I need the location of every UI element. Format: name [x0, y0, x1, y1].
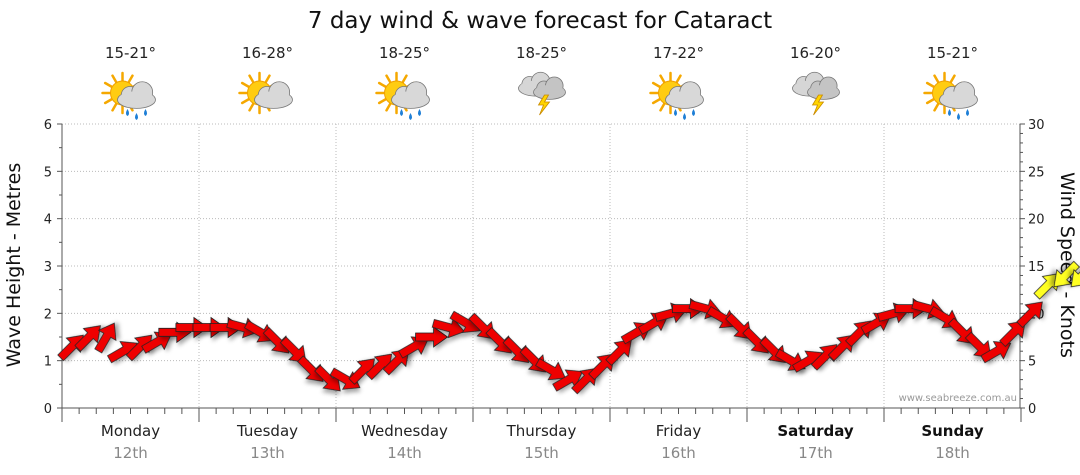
temperature-range: 15-21° [105, 44, 156, 62]
wind-arrows [57, 260, 1080, 395]
day-date: 18th [935, 444, 969, 462]
wind-arrow [999, 320, 1026, 348]
sun-cloud-rain-icon [375, 71, 430, 120]
storm-icon [792, 71, 840, 116]
lightning-icon [811, 94, 825, 116]
wind-arrow [1053, 260, 1080, 288]
wind-arrow [262, 326, 290, 354]
cloud-icon [665, 81, 704, 109]
left-axis-label: Wave Height - Metres [3, 163, 25, 367]
temperature-range: 16-20° [790, 44, 841, 62]
right-axis-label: Wind Speed - Knots [1056, 172, 1078, 358]
wind-arrow [485, 326, 512, 354]
lightning-icon [537, 94, 551, 116]
right-tick-label: 5 [1028, 355, 1036, 370]
temperature-range: 18-25° [516, 44, 567, 62]
weather-row: 15-21° 16-28° 18-25° 18-25° 17-22° 16-20° 15-2… [101, 44, 978, 120]
sun-cloud-rain-icon [101, 71, 156, 120]
wind-arrow [74, 325, 101, 352]
right-tick-label: 20 [1028, 213, 1045, 228]
day-name: Sunday [921, 422, 984, 440]
day-date: 13th [250, 444, 284, 462]
wind-arrow [535, 358, 566, 381]
wind-arrow [980, 341, 1012, 364]
left-tick-label: 4 [44, 213, 52, 228]
wind-arrow [279, 336, 307, 364]
day-name: Wednesday [361, 422, 448, 440]
left-tick-label: 2 [44, 307, 52, 322]
rain-icon [674, 109, 695, 120]
credit-text: www.seabreeze.com.au [899, 393, 1017, 404]
temperature-range: 16-28° [242, 44, 293, 62]
right-tick-label: 30 [1028, 118, 1045, 133]
temperature-range: 15-21° [927, 44, 978, 62]
wind-arrow [192, 316, 226, 339]
left-tick-label: 6 [44, 118, 52, 133]
temperature-range: 17-22° [653, 44, 704, 62]
day-date: 16th [661, 444, 695, 462]
left-axis: 0 1 2 3 4 5 6 [44, 118, 62, 417]
rain-icon [126, 109, 147, 120]
cloud-icon [254, 81, 293, 109]
cloud-icon [807, 76, 840, 100]
right-tick-label: 15 [1028, 260, 1045, 275]
right-tick-label: 0 [1028, 402, 1036, 417]
day-labels: Monday 12th Tuesday 13th Wednesday 14th Thursd… [101, 422, 984, 462]
day-name: Monday [101, 422, 160, 440]
wind-arrow [141, 331, 173, 354]
right-tick-label: 25 [1028, 165, 1045, 180]
left-tick-label: 1 [44, 355, 52, 370]
rain-icon [948, 109, 969, 120]
right-axis: 051015202530 [1020, 118, 1045, 417]
wind-arrow [742, 326, 769, 354]
day-date: 12th [113, 444, 147, 462]
rain-icon [400, 109, 421, 120]
wind-arrow [415, 326, 449, 348]
sun-cloud-icon [238, 71, 293, 115]
day-name: Saturday [777, 422, 854, 440]
cloud-icon [939, 81, 978, 109]
wind-arrow [94, 322, 117, 354]
left-tick-label: 3 [44, 260, 52, 275]
wind-arrow [398, 336, 429, 359]
cloud-icon [391, 81, 430, 109]
plot-frame [61, 124, 1022, 422]
wind-arrow [1016, 301, 1043, 329]
day-name: Tuesday [236, 422, 298, 440]
day-date: 14th [387, 444, 421, 462]
sun-cloud-rain-icon [649, 71, 704, 120]
wind-arrow [431, 317, 465, 339]
cloud-icon [117, 81, 156, 109]
wind-arrow [175, 316, 209, 339]
day-name: Friday [656, 422, 702, 440]
cloud-icon [533, 76, 566, 100]
wind-arrow [502, 336, 530, 364]
temperature-range: 18-25° [379, 44, 430, 62]
wind-arrow [605, 339, 632, 366]
wind-arrow [329, 367, 361, 390]
left-tick-label: 0 [44, 402, 52, 417]
chart-grid [62, 123, 1020, 408]
wind-arrow [297, 355, 324, 382]
day-name: Thursday [506, 422, 577, 440]
day-date: 17th [798, 444, 832, 462]
sun-cloud-rain-icon [923, 71, 978, 120]
day-date: 15th [524, 444, 558, 462]
left-tick-label: 5 [44, 165, 52, 180]
wind-arrow [1070, 260, 1080, 288]
chart-title: 7 day wind & wave forecast for Cataract [308, 8, 772, 34]
storm-icon [518, 71, 566, 116]
